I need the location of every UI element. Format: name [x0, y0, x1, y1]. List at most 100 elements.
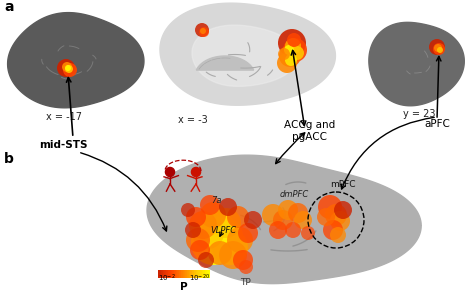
Text: ACCg and
pgACC: ACCg and pgACC: [284, 120, 336, 142]
Bar: [181, 270, 182, 278]
Circle shape: [185, 222, 201, 238]
Bar: [190, 270, 191, 278]
Circle shape: [57, 59, 75, 77]
Circle shape: [219, 198, 237, 216]
Bar: [208, 270, 209, 278]
Bar: [163, 270, 164, 278]
Circle shape: [200, 202, 226, 228]
Circle shape: [65, 65, 71, 71]
Bar: [185, 270, 186, 278]
Bar: [203, 270, 204, 278]
Circle shape: [433, 43, 445, 55]
Circle shape: [283, 38, 307, 62]
Bar: [187, 270, 188, 278]
Circle shape: [285, 54, 297, 66]
Text: 7a: 7a: [211, 196, 221, 205]
Circle shape: [284, 45, 294, 55]
Text: a: a: [4, 0, 13, 14]
Text: aPFC: aPFC: [424, 119, 450, 129]
Bar: [209, 270, 210, 278]
Circle shape: [273, 210, 293, 230]
Circle shape: [227, 227, 253, 253]
Bar: [208, 270, 209, 278]
Circle shape: [190, 240, 210, 260]
Bar: [201, 270, 203, 278]
Text: dmPFC: dmPFC: [280, 190, 309, 199]
Bar: [200, 270, 201, 278]
Bar: [158, 270, 159, 278]
Bar: [196, 270, 198, 278]
Text: $10^{-2}$: $10^{-2}$: [158, 273, 176, 284]
Bar: [192, 270, 193, 278]
Circle shape: [65, 65, 73, 73]
Bar: [177, 270, 179, 278]
Bar: [188, 270, 189, 278]
Bar: [180, 270, 181, 278]
Circle shape: [294, 211, 312, 229]
Circle shape: [269, 221, 287, 239]
Bar: [159, 270, 161, 278]
Bar: [203, 270, 205, 278]
Bar: [172, 270, 173, 278]
Circle shape: [325, 204, 347, 226]
Circle shape: [239, 260, 253, 274]
Bar: [202, 270, 203, 278]
Bar: [199, 270, 200, 278]
Bar: [205, 270, 206, 278]
Circle shape: [191, 221, 235, 265]
Bar: [161, 270, 163, 278]
Bar: [163, 270, 164, 278]
Circle shape: [191, 167, 201, 177]
Circle shape: [200, 195, 220, 215]
Bar: [189, 270, 191, 278]
Circle shape: [330, 227, 346, 243]
Circle shape: [278, 200, 298, 220]
Circle shape: [200, 212, 236, 248]
Bar: [182, 270, 183, 278]
Circle shape: [192, 217, 224, 249]
Circle shape: [227, 206, 249, 228]
Bar: [183, 270, 184, 278]
Circle shape: [287, 33, 301, 47]
Text: mid-STS: mid-STS: [39, 140, 87, 150]
Circle shape: [189, 211, 217, 239]
Bar: [182, 270, 184, 278]
Text: b: b: [4, 152, 14, 166]
Bar: [195, 270, 196, 278]
Bar: [166, 270, 168, 278]
Circle shape: [198, 252, 214, 268]
Bar: [164, 270, 165, 278]
Circle shape: [244, 211, 262, 229]
Bar: [173, 270, 175, 278]
Circle shape: [318, 195, 342, 219]
Circle shape: [203, 217, 243, 257]
Bar: [177, 270, 178, 278]
Circle shape: [317, 208, 335, 226]
Text: VLPFC: VLPFC: [210, 226, 236, 235]
Bar: [171, 270, 172, 278]
Bar: [165, 270, 166, 278]
Text: $10^{-20}$: $10^{-20}$: [189, 273, 210, 284]
Bar: [159, 270, 160, 278]
Bar: [164, 270, 165, 278]
Circle shape: [277, 53, 297, 73]
Bar: [162, 270, 163, 278]
Bar: [198, 270, 199, 278]
Circle shape: [165, 167, 174, 177]
Text: x = -17: x = -17: [46, 112, 82, 122]
Bar: [191, 270, 192, 278]
Bar: [168, 270, 169, 278]
Bar: [170, 270, 172, 278]
Bar: [196, 270, 197, 278]
Bar: [185, 270, 186, 278]
Circle shape: [208, 241, 232, 265]
Bar: [206, 270, 207, 278]
Bar: [205, 270, 207, 278]
Circle shape: [288, 203, 308, 223]
Bar: [169, 270, 170, 278]
Bar: [187, 270, 188, 278]
Bar: [179, 270, 180, 278]
Bar: [186, 270, 187, 278]
Bar: [174, 270, 175, 278]
Bar: [200, 270, 201, 278]
